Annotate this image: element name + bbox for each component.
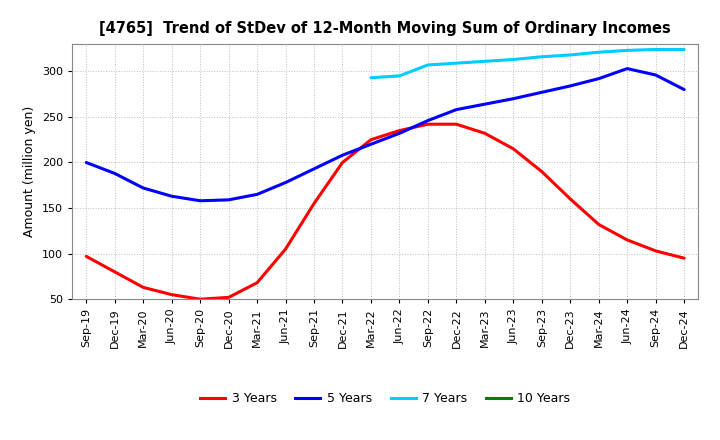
5 Years: [537, 90, 546, 95]
5 Years: [338, 153, 347, 158]
3 Years: [167, 292, 176, 297]
5 Years: [423, 118, 432, 123]
3 Years: [310, 201, 318, 206]
5 Years: [139, 185, 148, 191]
7 Years: [566, 52, 575, 58]
3 Years: [537, 169, 546, 174]
5 Years: [253, 192, 261, 197]
Title: [4765]  Trend of StDev of 12-Month Moving Sum of Ordinary Incomes: [4765] Trend of StDev of 12-Month Moving…: [99, 21, 671, 36]
3 Years: [139, 285, 148, 290]
3 Years: [480, 131, 489, 136]
Y-axis label: Amount (million yen): Amount (million yen): [23, 106, 36, 237]
7 Years: [423, 62, 432, 68]
5 Years: [110, 171, 119, 176]
7 Years: [623, 48, 631, 53]
3 Years: [509, 146, 518, 151]
7 Years: [480, 59, 489, 64]
3 Years: [680, 256, 688, 261]
5 Years: [480, 102, 489, 107]
3 Years: [338, 160, 347, 165]
3 Years: [110, 269, 119, 275]
5 Years: [282, 180, 290, 185]
Line: 7 Years: 7 Years: [371, 49, 684, 78]
Line: 5 Years: 5 Years: [86, 69, 684, 201]
3 Years: [82, 254, 91, 259]
5 Years: [310, 166, 318, 172]
3 Years: [652, 248, 660, 253]
7 Years: [509, 57, 518, 62]
3 Years: [595, 222, 603, 227]
5 Years: [623, 66, 631, 71]
7 Years: [452, 60, 461, 66]
7 Years: [680, 47, 688, 52]
5 Years: [167, 194, 176, 199]
3 Years: [196, 297, 204, 302]
7 Years: [652, 47, 660, 52]
3 Years: [366, 137, 375, 142]
5 Years: [509, 96, 518, 101]
7 Years: [395, 73, 404, 78]
3 Years: [623, 237, 631, 242]
5 Years: [652, 72, 660, 77]
Line: 3 Years: 3 Years: [86, 124, 684, 299]
3 Years: [225, 295, 233, 300]
7 Years: [537, 54, 546, 59]
3 Years: [395, 128, 404, 133]
5 Years: [82, 160, 91, 165]
5 Years: [225, 197, 233, 202]
3 Years: [253, 280, 261, 286]
7 Years: [366, 75, 375, 81]
3 Years: [566, 196, 575, 202]
5 Years: [452, 107, 461, 112]
3 Years: [282, 246, 290, 252]
Legend: 3 Years, 5 Years, 7 Years, 10 Years: 3 Years, 5 Years, 7 Years, 10 Years: [195, 387, 575, 410]
3 Years: [452, 121, 461, 127]
3 Years: [423, 121, 432, 127]
5 Years: [366, 142, 375, 147]
7 Years: [595, 50, 603, 55]
5 Years: [566, 83, 575, 88]
5 Years: [395, 131, 404, 136]
5 Years: [196, 198, 204, 203]
5 Years: [595, 76, 603, 81]
5 Years: [680, 87, 688, 92]
